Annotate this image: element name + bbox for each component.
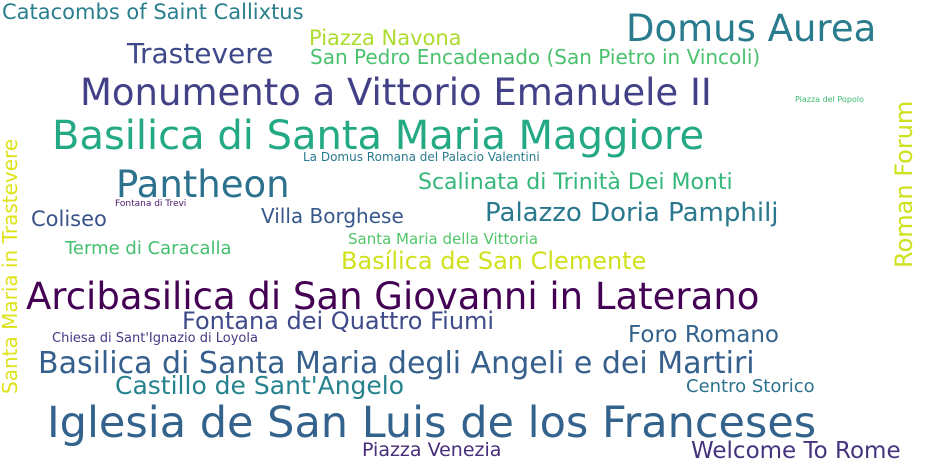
- word-basilica-di-santa-maria-degli-angeli: Basilica di Santa Maria degli Angeli e d…: [38, 346, 755, 381]
- word-la-domus-romana-del-palacio-valentini: La Domus Romana del Palacio Valentini: [303, 150, 540, 164]
- word-santa-maria-in-trastevere: Santa Maria in Trastevere: [0, 138, 22, 394]
- word-arcibasilica-di-san-giovanni-in-laterano: Arcibasilica di San Giovanni in Laterano: [26, 275, 760, 318]
- word-piazza-navona: Piazza Navona: [309, 26, 462, 50]
- word-scalinata-di-trinita-dei-monti: Scalinata di Trinità Dei Monti: [418, 170, 733, 195]
- word-villa-borghese: Villa Borghese: [261, 204, 404, 228]
- word-centro-storico: Centro Storico: [686, 376, 815, 397]
- word-santa-maria-della-vittoria: Santa Maria della Vittoria: [348, 230, 539, 248]
- word-fontana-di-trevi: Fontana di Trevi: [115, 199, 187, 209]
- word-monumento-a-vittorio-emanuele-ii: Monumento a Vittorio Emanuele II: [80, 71, 712, 114]
- word-fontana-dei-quattro-fiumi: Fontana dei Quattro Fiumi: [182, 307, 495, 335]
- word-chiesa-di-santignazio-di-loyola: Chiesa di Sant'Ignazio di Loyola: [52, 331, 258, 346]
- word-basilica-de-san-clemente: Basílica de San Clemente: [341, 247, 647, 275]
- word-roman-forum: Roman Forum: [890, 100, 918, 268]
- word-iglesia-de-san-luis-de-los-franceses: Iglesia de San Luis de los Franceses: [47, 398, 817, 448]
- word-palazzo-doria-pamphilj: Palazzo Doria Pamphilj: [485, 198, 779, 228]
- word-terme-di-caracalla: Terme di Caracalla: [65, 238, 232, 259]
- word-piazza-venezia: Piazza Venezia: [362, 439, 502, 461]
- word-basilica-di-santa-maria-maggiore: Basilica di Santa Maria Maggiore: [52, 113, 705, 159]
- word-domus-aurea: Domus Aurea: [626, 7, 877, 50]
- word-trastevere: Trastevere: [127, 37, 274, 70]
- word-san-pedro-encadenado: San Pedro Encadenado (San Pietro in Vinc…: [310, 45, 761, 69]
- word-castillo-de-santangelo: Castillo de Sant'Angelo: [115, 371, 405, 400]
- word-coliseo: Coliseo: [31, 207, 107, 231]
- word-welcome-to-rome: Welcome To Rome: [691, 438, 901, 464]
- word-pantheon: Pantheon: [116, 163, 290, 206]
- word-foro-romano: Foro Romano: [628, 322, 779, 348]
- word-catacombs-of-saint-callixtus: Catacombs of Saint Callixtus: [2, 0, 304, 24]
- word-piazza-del-popolo: Piazza del Popolo: [795, 95, 864, 104]
